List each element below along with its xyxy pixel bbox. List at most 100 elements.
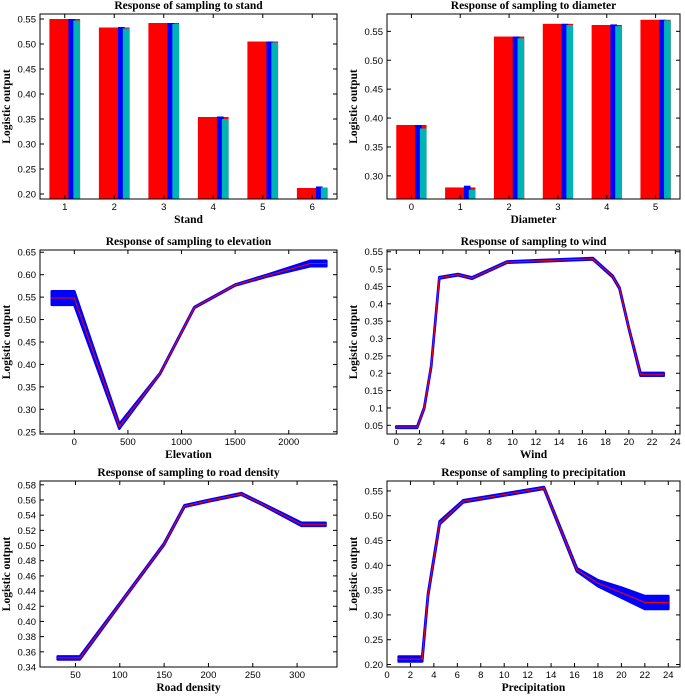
y-tick-label: 0.25	[365, 635, 384, 646]
data-point	[543, 487, 545, 489]
x-tick-label: 20	[624, 437, 635, 448]
y-tick-label: 0.4	[370, 299, 383, 310]
data-point	[612, 275, 614, 277]
x-axis-label: Stand	[174, 214, 203, 226]
x-tick-label: 200	[201, 670, 217, 681]
y-tick-label: 0.40	[365, 561, 384, 572]
x-tick-label: 1000	[171, 437, 192, 448]
chart-elevation: Response of sampling to elevation Logisti…	[1, 236, 338, 461]
data-point	[438, 277, 440, 279]
data-point	[119, 603, 121, 605]
data-point	[118, 425, 120, 427]
data-point	[618, 287, 621, 289]
y-tick-label: 0.30	[18, 140, 37, 151]
y-tick-label: 0.60	[18, 270, 37, 281]
y-tick-label: 0.34	[18, 663, 37, 674]
x-tick-label: 8	[487, 437, 492, 448]
data-point	[324, 523, 327, 525]
mean-response-line	[398, 487, 669, 660]
bar-cyan-1	[73, 20, 81, 199]
plot-frame	[386, 13, 681, 200]
x-tick-label: 4	[604, 202, 609, 213]
x-tick-label: 12	[531, 437, 542, 448]
x-tick-label: 14	[554, 437, 565, 448]
data-point	[457, 274, 459, 276]
y-tick-label: 0.55	[365, 27, 384, 38]
data-point	[439, 522, 441, 524]
bar-blue-0	[415, 125, 422, 199]
x-tick-label: 16	[577, 437, 588, 448]
plot-frame	[386, 480, 681, 668]
x-tick-label: 0	[72, 437, 77, 448]
y-tick-label: 0.55	[365, 247, 384, 258]
y-tick-label: 0.48	[18, 556, 37, 567]
bar-cyan-4	[221, 119, 229, 199]
y-tick-label: 0.35	[365, 586, 384, 597]
x-tick-label: 2	[112, 202, 117, 213]
data-point	[462, 500, 464, 502]
chart-title: Response of sampling to wind	[461, 236, 607, 248]
x-axis-label: Precipitation	[502, 682, 566, 694]
y-tick-label: 0.2	[370, 369, 383, 380]
y-tick-label: 0.3	[370, 334, 383, 345]
data-point	[395, 426, 397, 428]
y-axis-label: Logistic output	[1, 537, 13, 612]
y-tick-label: 0.5	[370, 265, 383, 276]
y-tick-label: 0.30	[365, 171, 384, 182]
chart-precip: Response of sampling to precipitation Log…	[348, 467, 681, 694]
y-tick-label: 0.36	[18, 647, 37, 658]
x-tick-label: 2000	[278, 437, 299, 448]
bar-blue-1	[463, 185, 471, 199]
y-tick-label: 0.50	[18, 541, 37, 552]
y-tick-label: 0.35	[18, 115, 37, 126]
y-tick-label: 0.30	[365, 610, 384, 621]
bar-cyan-5	[664, 20, 671, 199]
x-tick-label: 6	[455, 670, 460, 681]
y-tick-label: 0.25	[365, 351, 384, 362]
chart-title: Response of sampling to road density	[97, 467, 279, 479]
x-tick-label: 0	[409, 202, 414, 213]
bar-cyan-5	[271, 42, 279, 199]
x-tick-label: 300	[289, 670, 305, 681]
y-axis-label: Logistic output	[348, 537, 360, 612]
x-tick-label: 3	[555, 202, 560, 213]
x-tick-label: 1	[458, 202, 463, 213]
x-tick-label: 4	[211, 202, 216, 213]
x-tick-label: 250	[245, 670, 261, 681]
x-tick-label: 24	[663, 670, 674, 681]
data-point	[207, 500, 209, 502]
y-tick-label: 0.42	[18, 602, 37, 613]
x-tick-label: 1500	[225, 437, 246, 448]
x-tick-label: 6	[463, 437, 468, 448]
data-point	[639, 373, 642, 375]
bar-blue-2	[512, 36, 520, 199]
data-point	[163, 543, 165, 545]
data-point	[644, 601, 646, 604]
y-tick-label: 0.55	[18, 293, 37, 304]
data-point	[51, 297, 53, 299]
y-tick-label: 0.45	[18, 65, 37, 76]
bars	[396, 19, 671, 199]
data-point	[240, 493, 242, 495]
x-tick-label: 22	[640, 670, 651, 681]
y-tick-label: 0.40	[18, 360, 37, 371]
chart-title: Response of sampling to precipitation	[441, 467, 626, 479]
plot-frame	[386, 249, 681, 435]
y-tick-label: 0.58	[18, 480, 37, 491]
data-point	[183, 505, 186, 507]
bar-cyan-0	[419, 128, 427, 199]
y-tick-label: 0.45	[365, 85, 384, 96]
bar-cyan-2	[517, 38, 525, 199]
data-point	[663, 373, 665, 375]
bar-blue-3	[167, 23, 175, 199]
bar-blue-6	[315, 186, 323, 199]
bar-cyan-1	[468, 189, 476, 199]
y-tick-label: 0.55	[365, 486, 384, 497]
chart-road: Response of sampling to road density Logi…	[1, 467, 338, 694]
data-point	[592, 258, 594, 260]
x-tick-label: 24	[670, 437, 681, 448]
y-tick-label: 0.65	[18, 248, 37, 259]
data-point	[667, 601, 669, 604]
x-tick-label: 4	[431, 670, 436, 681]
data-point	[628, 327, 630, 329]
